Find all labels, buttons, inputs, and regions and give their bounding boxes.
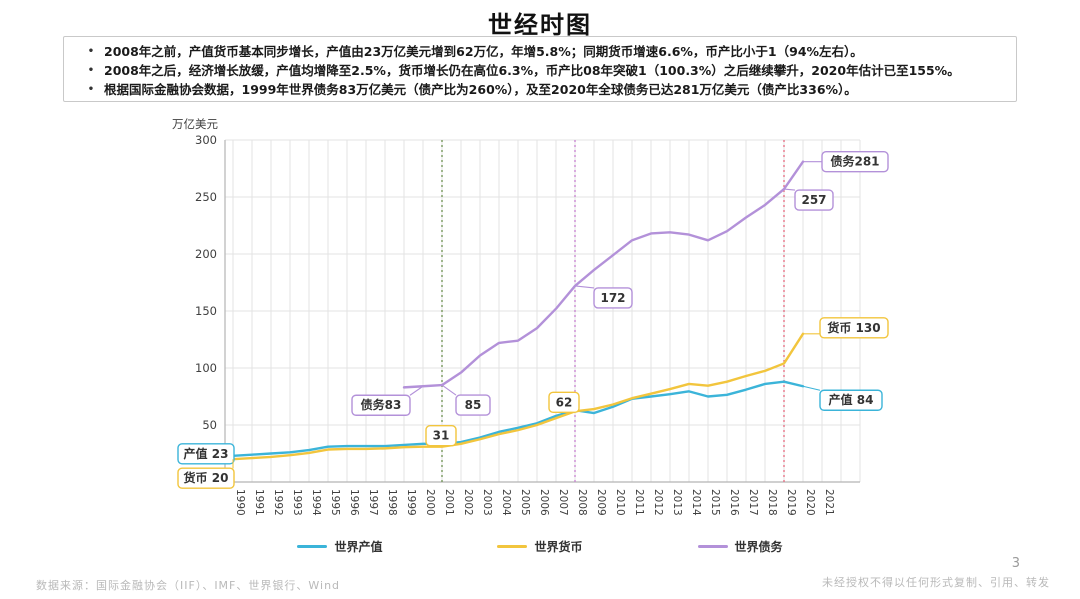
data-source-note: 数据来源：国际金融协会（IIF）、IMF、世界银行、Wind	[36, 579, 341, 592]
legend-label: 世界债务	[734, 540, 783, 554]
y-tick-label: 150	[195, 304, 217, 318]
x-tick-label: 2000	[424, 489, 436, 516]
annotation-leader-debt-2008	[574, 285, 595, 289]
y-tick-label: 50	[202, 418, 217, 432]
chart-canvas: 050100150200250300万亿美元199019911992199319…	[172, 117, 889, 516]
x-tick-label: 1993	[291, 489, 303, 516]
x-tick-label: 1999	[405, 489, 417, 516]
annotation-text-money-2001: 31	[433, 429, 450, 443]
legend-label: 世界货币	[534, 540, 583, 554]
x-tick-label: 2004	[500, 489, 512, 516]
annotation-box-money-2001	[425, 424, 457, 447]
annotation-text-debt-2001: 85	[465, 398, 482, 412]
x-tick-label: 1990	[234, 489, 246, 516]
series-line-debt	[402, 160, 805, 389]
annotation-box-money-1990	[177, 467, 235, 489]
series-line-output	[231, 380, 805, 457]
series-line-money	[231, 332, 805, 461]
legend-item-debt: 世界债务	[697, 538, 783, 555]
annotation-text-debt-2020: 债务281	[830, 154, 879, 169]
x-tick-label: 2015	[709, 489, 721, 516]
annotation-box-debt-2008	[593, 287, 633, 309]
legend-item-money: 世界货币	[497, 538, 583, 555]
bullet-item: • 2008年之后，经济增长放缓，产值均增降至2.5%，货币增长仍在高位6.3%…	[78, 61, 1004, 80]
annotation-box-debt-2001	[455, 394, 491, 416]
bullet-marker: •	[87, 65, 95, 76]
x-tick-label: 1997	[367, 489, 379, 516]
x-tick-label: 2001	[443, 489, 455, 516]
page-number: 3	[1011, 556, 1020, 571]
x-tick-label: 2017	[747, 489, 759, 516]
annotation-box-money-2008	[548, 391, 580, 414]
annotation-box-debt-2020	[821, 150, 889, 173]
x-tick-label: 1996	[348, 489, 360, 516]
x-tick-label: 2021	[823, 489, 835, 516]
bullet-item: • 2008年之前，产值货币基本同步增长，产值由23万亿美元增到62万亿，年增5…	[78, 42, 1004, 61]
legend-swatch-output	[297, 545, 328, 548]
bullet-text: 2008年之前，产值货币基本同步增长，产值由23万亿美元增到62万亿，年增5.8…	[104, 44, 863, 59]
summary-box: • 2008年之前，产值货币基本同步增长，产值由23万亿美元增到62万亿，年增5…	[63, 36, 1017, 102]
x-tick-label: 2002	[462, 489, 474, 516]
x-tick-label: 1995	[329, 489, 341, 516]
annotation-text-money-1990: 货币 20	[184, 470, 229, 485]
x-tick-label: 2007	[557, 489, 569, 516]
annotation-box-output-1990	[177, 443, 235, 465]
bullet-text: 根据国际金融协会数据，1999年世界债务83万亿美元（债产比为260%），及至2…	[104, 82, 857, 97]
annotation-text-debt-2008: 172	[600, 291, 625, 305]
annotation-text-money-2008: 62	[556, 395, 573, 409]
chart-legend: 世界产值 世界货币 世界债务	[0, 538, 1080, 555]
page-title: 世经时图	[488, 11, 592, 39]
disclaimer-note: 未经授权不得以任何形式复制、引用、转发	[822, 576, 1050, 589]
bullet-text: 2008年之后，经济增长放缓，产值均增降至2.5%，货币增长仍在高位6.3%，币…	[104, 63, 960, 78]
y-tick-label: 250	[195, 190, 217, 204]
x-tick-label: 2014	[690, 489, 702, 516]
legend-label: 世界产值	[334, 540, 383, 554]
y-tick-label: 100	[195, 361, 217, 375]
x-tick-label: 2016	[728, 489, 740, 516]
annotation-text-debt-1999: 债务83	[361, 397, 402, 412]
x-tick-label: 2011	[633, 489, 645, 516]
annotation-box-debt-1999	[351, 394, 411, 416]
x-tick-label: 2018	[766, 489, 778, 516]
annotation-leader-debt-2019	[783, 188, 796, 191]
y-tick-label: 300	[195, 133, 217, 147]
annotation-box-debt-2019	[794, 189, 834, 211]
bullet-marker: •	[87, 84, 95, 95]
legend-item-output: 世界产值	[297, 538, 382, 555]
x-tick-label: 2009	[595, 489, 607, 516]
x-tick-label: 1994	[310, 489, 322, 516]
legend-swatch-debt	[697, 545, 728, 548]
x-tick-label: 2008	[576, 489, 588, 516]
annotation-text-output-1990: 产值 23	[184, 446, 229, 461]
annotation-leader-debt-1999	[409, 385, 424, 396]
x-tick-label: 1992	[272, 489, 284, 516]
bullet-item: • 根据国际金融协会数据，1999年世界债务83万亿美元（债产比为260%），及…	[78, 80, 1004, 99]
x-tick-label: 2012	[652, 489, 664, 516]
annotation-leader-debt-2001	[441, 384, 457, 396]
line-chart: 050100150200250300万亿美元199019911992199319…	[148, 106, 1048, 536]
x-tick-label: 2013	[671, 489, 683, 516]
x-tick-label: 1998	[386, 489, 398, 516]
bullet-marker: •	[87, 46, 95, 57]
x-tick-label: 2005	[519, 489, 531, 516]
y-axis-unit-label: 万亿美元	[172, 117, 218, 131]
annotation-box-money-2020	[819, 317, 889, 339]
x-tick-label: 2006	[538, 489, 550, 516]
x-tick-label: 2020	[804, 489, 816, 516]
annotation-text-output-2020: 产值 84	[829, 392, 874, 407]
y-tick-label: 200	[195, 247, 217, 261]
annotation-leader-output-2020	[802, 385, 821, 391]
annotation-text-debt-2019: 257	[801, 193, 826, 207]
x-tick-label: 2019	[785, 489, 797, 516]
annotation-text-money-2020: 货币 130	[827, 320, 880, 335]
annotation-box-output-2020	[819, 389, 883, 411]
x-tick-label: 2003	[481, 489, 493, 516]
x-tick-label: 2010	[614, 489, 626, 516]
legend-swatch-money	[497, 545, 528, 548]
x-tick-label: 1991	[253, 489, 265, 516]
